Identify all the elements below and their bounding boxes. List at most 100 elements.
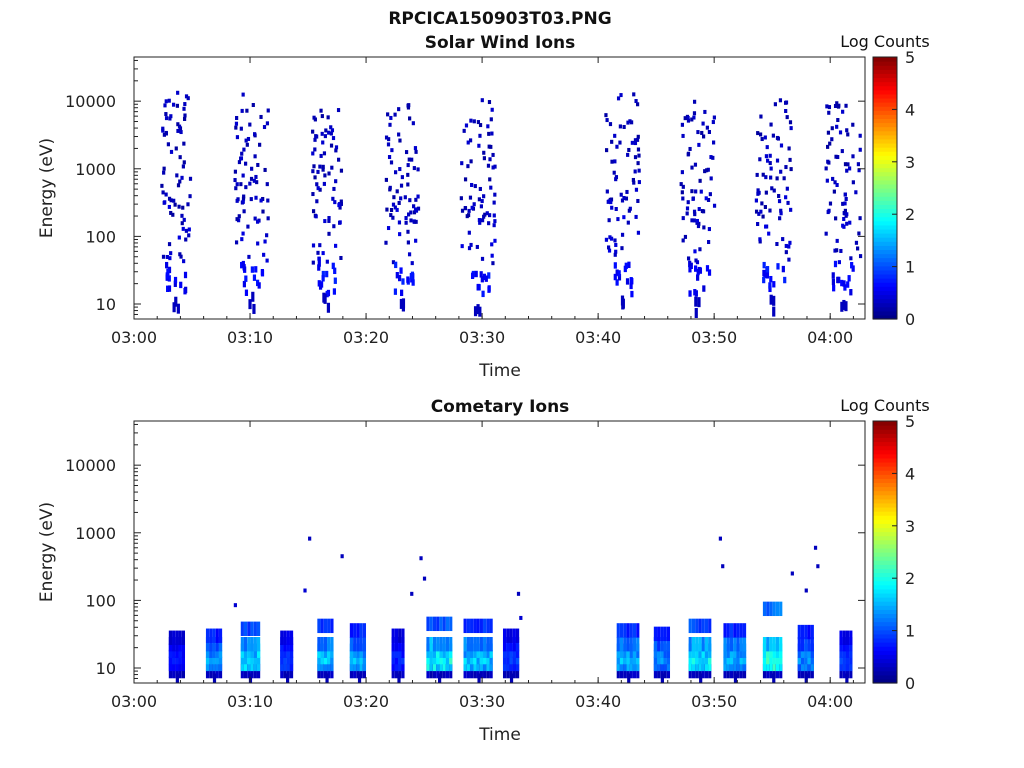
spectrogram-cell (666, 626, 671, 642)
spectrogram-cell (726, 636, 730, 652)
spectrogram-cell (637, 153, 641, 158)
spectrogram-cell (393, 112, 397, 117)
colorbar-segment (873, 519, 897, 524)
spectrogram-cell (759, 114, 763, 119)
spectrogram-cell (489, 185, 493, 190)
colorbar-segment (873, 81, 897, 87)
colorbar-segment (873, 249, 897, 255)
spectrogram-cell (398, 636, 402, 652)
spectrogram-cell (422, 576, 427, 581)
spectrogram-cell (482, 156, 486, 161)
colorbar-tick-label: 2 (905, 205, 915, 224)
spectrogram-cell (484, 275, 488, 282)
spectrogram-cell (613, 262, 617, 269)
spectrogram-cell (212, 628, 216, 643)
spectrogram-cell (179, 130, 183, 135)
spectrogram-cell (789, 167, 793, 172)
spectrogram-cell (487, 131, 491, 136)
spectrogram-cell (169, 149, 174, 154)
spectrogram-cell (442, 616, 446, 632)
spectrogram-cell (604, 237, 609, 242)
spectrogram-cell (261, 209, 265, 214)
spectrogram-cell (212, 636, 216, 652)
cometary-colorbar-label: Log Counts (840, 396, 930, 415)
spectrogram-cell (843, 208, 847, 213)
spectrogram-cell (653, 626, 658, 642)
spectrogram-cell (164, 112, 168, 117)
spectrogram-cell (709, 155, 713, 160)
colorbar-segment (873, 498, 897, 504)
spectrogram-cell (182, 106, 186, 111)
spectrogram-cell (623, 623, 627, 638)
spectrogram-cell (164, 116, 169, 121)
spectrogram-cell (707, 129, 712, 134)
spectrogram-cell (239, 126, 243, 131)
spectrogram-cell (789, 126, 793, 131)
spectrogram-cell (622, 124, 626, 129)
spectrogram-cell (519, 615, 523, 620)
spectrogram-cell (460, 161, 464, 166)
spectrogram-cell (657, 626, 661, 642)
spectrogram-cell (247, 621, 251, 637)
colorbar-segment (873, 539, 897, 545)
spectrogram-cell (756, 188, 760, 193)
spectrogram-cell (321, 167, 325, 172)
spectrogram-cell (695, 618, 699, 634)
spectrogram-cell (764, 224, 768, 229)
spectrogram-cell (400, 289, 404, 297)
spectrogram-cell (683, 116, 687, 121)
colorbar-segment (873, 294, 897, 300)
x-tick-label: 03:30 (459, 692, 505, 711)
spectrogram-cell (339, 168, 344, 173)
spectrogram-cell (705, 125, 709, 130)
spectrogram-cell (833, 104, 838, 109)
spectrogram-cell (244, 289, 249, 296)
spectrogram-cell (412, 166, 416, 171)
colorbar-segment (873, 290, 897, 296)
spectrogram-cell (404, 220, 408, 225)
colorbar-tick-label: 3 (905, 153, 915, 172)
spectrogram-cell (607, 248, 612, 253)
spectrogram-cell (698, 636, 702, 652)
spectrogram-cell (173, 276, 178, 284)
colorbar-segment (873, 449, 897, 455)
spectrogram-cell (681, 196, 685, 201)
spectrogram-cell (394, 636, 399, 652)
spectrogram-cell (212, 673, 217, 684)
colorbar-segment (873, 237, 897, 242)
colorbar-segment (873, 110, 897, 115)
spectrogram-cell (339, 199, 343, 204)
spectrogram-cell (708, 618, 712, 634)
spectrogram-cell (858, 133, 862, 138)
spectrogram-cell (629, 623, 633, 638)
spectrogram-cell (462, 128, 466, 133)
colorbar-segment (873, 588, 897, 594)
spectrogram-cell (800, 636, 805, 652)
spectrogram-cell (835, 183, 839, 188)
spectrogram-cell (620, 232, 625, 237)
spectrogram-cell (187, 233, 191, 238)
spectrogram-cell (631, 177, 635, 182)
spectrogram-cell (627, 147, 631, 152)
spectrogram-cell (184, 228, 189, 233)
spectrogram-cell (712, 115, 716, 120)
spectrogram-cell (359, 623, 363, 638)
spectrogram-cell (605, 189, 609, 194)
spectrogram-cell (636, 198, 640, 203)
cometary-colorbar: 0 1 2 3 4 5 (872, 412, 915, 693)
solar-wind-title: Solar Wind Ions (425, 33, 576, 53)
spectrogram-cell (707, 269, 712, 276)
spectrogram-cell (259, 198, 263, 203)
spectrogram-cell (387, 137, 391, 142)
spectrogram-cell (742, 636, 747, 652)
spectrogram-cell (778, 98, 783, 103)
spectrogram-cell (769, 166, 773, 171)
spectrogram-cell (187, 227, 191, 232)
spectrogram-cell (265, 121, 270, 126)
spectrogram-cell (834, 154, 838, 159)
spectrogram-cell (804, 636, 808, 652)
spectrogram-cell (248, 299, 252, 310)
spectrogram-cell (489, 144, 493, 149)
spectrogram-cell (840, 149, 844, 154)
spectrogram-cell (235, 182, 239, 187)
